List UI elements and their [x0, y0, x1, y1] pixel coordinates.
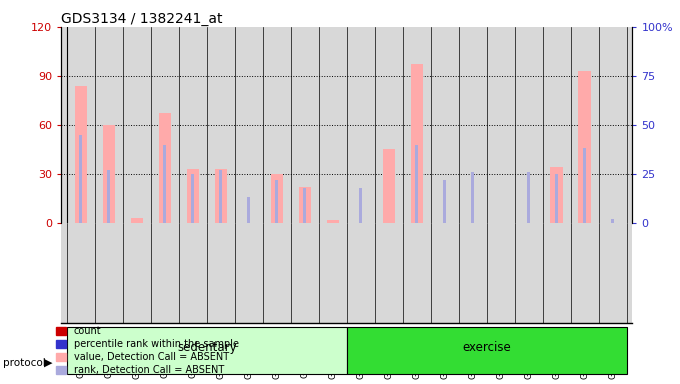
Bar	[415, 144, 418, 223]
Bar	[583, 149, 586, 223]
Bar	[411, 65, 423, 223]
Bar	[214, 169, 227, 223]
Text: GDS3134 / 1382241_at: GDS3134 / 1382241_at	[61, 12, 222, 26]
Bar	[67, 326, 347, 374]
Bar	[191, 174, 194, 223]
Bar	[326, 220, 339, 223]
Bar	[579, 71, 591, 223]
Bar	[382, 149, 395, 223]
Bar	[359, 188, 362, 223]
Text: protocol: protocol	[3, 358, 46, 368]
Bar	[131, 218, 143, 223]
Bar	[186, 169, 199, 223]
Bar	[219, 170, 222, 223]
Text: sedentary: sedentary	[177, 341, 237, 354]
Bar	[275, 180, 279, 223]
Bar	[79, 135, 82, 223]
Bar	[443, 180, 447, 223]
Bar	[347, 326, 627, 374]
Bar	[75, 86, 87, 223]
Bar	[555, 174, 558, 223]
Bar	[527, 172, 530, 223]
Bar	[247, 197, 250, 223]
Bar	[299, 187, 311, 223]
Bar	[107, 170, 110, 223]
Legend: count, percentile rank within the sample, value, Detection Call = ABSENT, rank, : count, percentile rank within the sample…	[52, 323, 243, 379]
Bar	[271, 174, 283, 223]
Bar	[303, 188, 307, 223]
Bar	[158, 114, 171, 223]
Text: ▶: ▶	[44, 358, 53, 368]
Text: exercise: exercise	[462, 341, 511, 354]
Bar	[471, 172, 475, 223]
Bar	[103, 125, 115, 223]
Bar	[163, 144, 167, 223]
Bar	[611, 219, 615, 223]
Bar	[551, 167, 563, 223]
